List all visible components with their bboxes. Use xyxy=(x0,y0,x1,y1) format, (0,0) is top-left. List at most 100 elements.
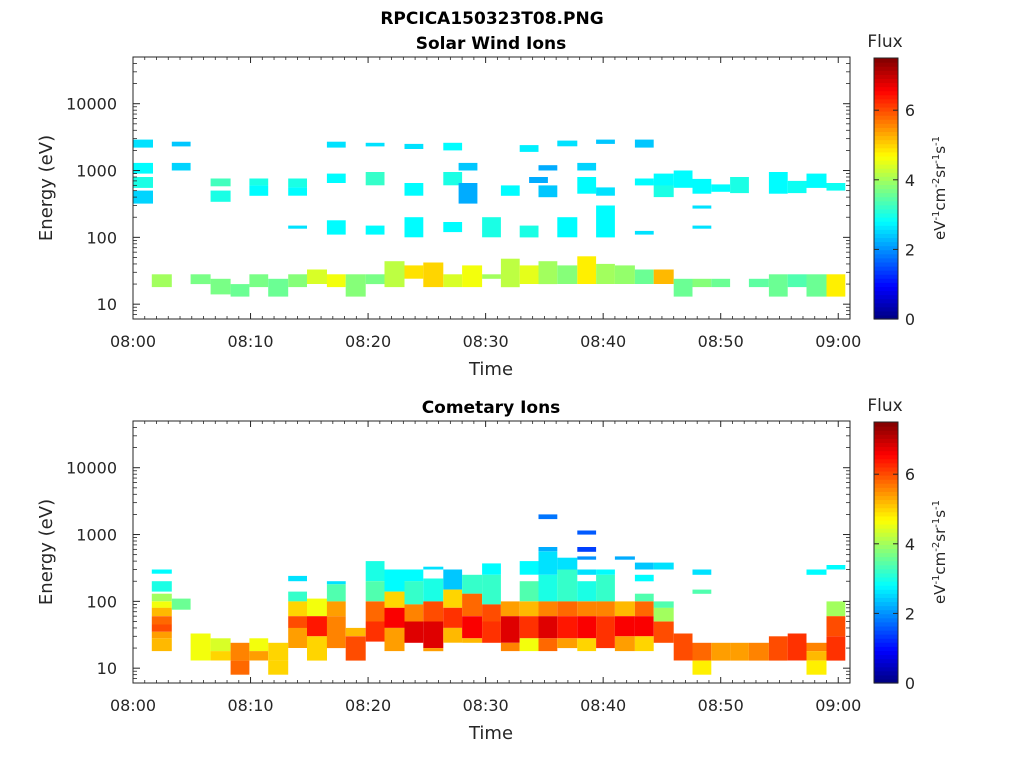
heatmap-cell xyxy=(557,217,578,238)
heatmap-cell xyxy=(596,574,615,602)
heatmap-cell xyxy=(458,183,478,204)
colorbar-step xyxy=(874,601,898,607)
colorbar-step xyxy=(874,634,898,639)
colorbar-step xyxy=(874,662,898,668)
heatmap-cell xyxy=(596,601,615,617)
heatmap-cell xyxy=(345,627,366,637)
heatmap-cell xyxy=(614,636,635,652)
heatmap-cell xyxy=(307,598,327,617)
heatmap-cell xyxy=(577,601,597,617)
heatmap-cell xyxy=(249,638,269,652)
heatmap-cell xyxy=(345,636,366,661)
colorbar-step xyxy=(874,274,898,279)
heatmap-cell xyxy=(307,636,327,661)
heatmap-cell xyxy=(596,187,615,196)
colorbar-step xyxy=(874,572,898,578)
heatmap-cell xyxy=(326,601,346,617)
colorbar-step xyxy=(874,278,898,283)
heatmap-cell xyxy=(748,642,769,661)
heatmap-cell xyxy=(538,514,558,520)
colorbar-step xyxy=(874,670,898,676)
heatmap-cell xyxy=(596,263,615,284)
colorbar-step xyxy=(874,237,898,243)
plot-frame xyxy=(132,56,851,320)
heatmap-cell xyxy=(384,261,405,288)
heatmap-cell xyxy=(288,627,307,648)
heatmap-cell xyxy=(577,638,597,652)
x-tick-label: 08:00 xyxy=(110,696,156,715)
heatmap-cell xyxy=(577,177,597,194)
heatmap-cell xyxy=(268,278,289,297)
heatmap-cell xyxy=(557,601,578,617)
colorbar-step xyxy=(874,638,898,643)
heatmap-cell xyxy=(596,569,615,575)
heatmap-cell xyxy=(326,141,346,148)
heatmap-cell xyxy=(151,593,172,602)
colorbar-step xyxy=(874,229,898,234)
heatmap-cell xyxy=(634,139,654,148)
colorbar-step xyxy=(874,184,898,190)
heatmap-cell xyxy=(730,177,749,194)
colorbar-step xyxy=(874,528,898,533)
colorbar: 0 2 4 6 xyxy=(873,421,915,693)
heatmap-cell xyxy=(673,633,693,661)
heatmap-cell xyxy=(288,591,307,602)
colorbar-step xyxy=(874,629,898,635)
colorbar-step xyxy=(874,115,898,120)
heatmap-cell xyxy=(365,274,385,285)
colorbar-step xyxy=(874,66,898,71)
heatmap-cell xyxy=(249,185,269,196)
colorbar-step xyxy=(874,536,898,541)
heatmap-cell xyxy=(577,547,597,552)
colorbar-step xyxy=(874,70,898,75)
heatmap-cell xyxy=(557,638,578,649)
heatmap-cell xyxy=(500,185,520,196)
heatmap-cell xyxy=(787,180,807,194)
colorbar-step xyxy=(874,564,898,570)
heatmap-cell xyxy=(443,142,463,151)
colorbar-step xyxy=(874,192,898,198)
heatmap-cell xyxy=(404,581,424,605)
heatmap-cell xyxy=(404,621,424,643)
colorbar-step xyxy=(874,298,898,304)
heatmap-cell xyxy=(365,225,385,235)
heatmap-cell xyxy=(826,565,846,570)
heatmap-cell xyxy=(268,642,289,661)
colorbar-step xyxy=(874,625,898,631)
colorbar-frame xyxy=(873,57,899,320)
colorbar-step xyxy=(874,188,898,194)
colorbar-step xyxy=(874,164,898,169)
colorbar-step xyxy=(874,658,898,664)
cometary-panel: Cometary Ions 08:00 08:10 08:20 08:30 08:40 0… xyxy=(36,396,949,744)
heatmap-cell xyxy=(288,616,307,628)
heatmap-cell xyxy=(634,636,654,652)
colorbar-step xyxy=(874,532,898,537)
heatmap-cell xyxy=(151,569,172,574)
heatmap-cell xyxy=(443,222,463,233)
heatmap-cell xyxy=(519,145,539,152)
heatmap-cell xyxy=(423,578,444,602)
heatmap-cell xyxy=(557,616,578,639)
heatmap-cell xyxy=(151,607,172,617)
heatmap-cell xyxy=(557,265,578,284)
heatmap-cell xyxy=(384,627,405,652)
heatmap-cell xyxy=(692,225,712,229)
x-tick-label: 08:20 xyxy=(345,332,391,351)
colorbar-step xyxy=(874,422,898,427)
heatmap-cell xyxy=(596,139,615,144)
y-tick-label: 100 xyxy=(86,592,117,611)
colorbar-step xyxy=(874,654,898,660)
heatmap-cell xyxy=(826,183,846,191)
heatmap-cell xyxy=(462,593,483,617)
heatmap-cell xyxy=(787,274,807,288)
colorbar-step xyxy=(874,483,898,488)
heatmap-cell xyxy=(404,143,424,149)
heatmap-cell xyxy=(768,172,788,194)
heatmap-cell xyxy=(634,230,654,235)
heatmap-cell xyxy=(519,225,539,238)
heatmap-cell xyxy=(404,183,424,196)
heatmap-cell xyxy=(384,569,405,592)
colorbar-step xyxy=(874,102,898,108)
colorbar-step xyxy=(874,642,898,647)
heatmap-cell xyxy=(577,581,597,602)
